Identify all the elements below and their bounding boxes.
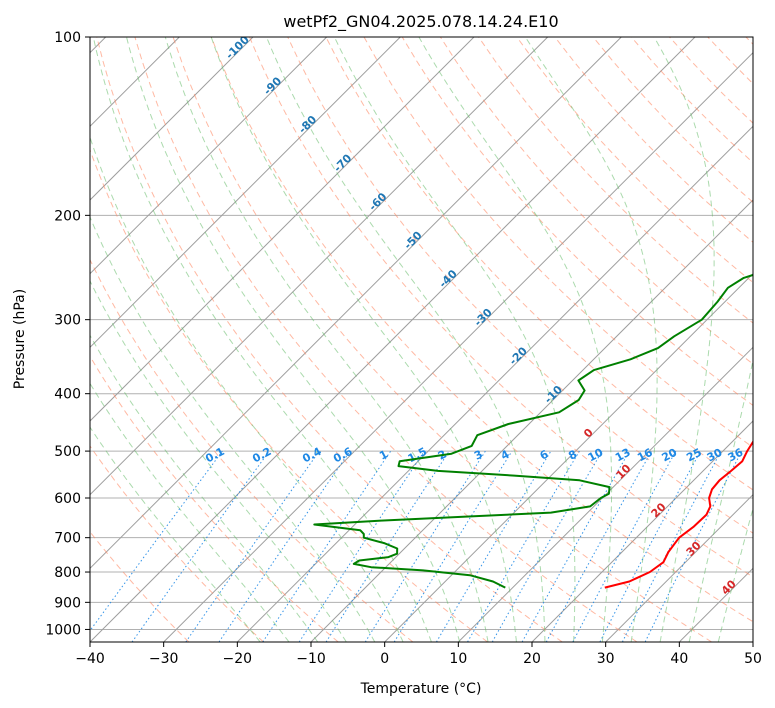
moist-adiabat-line [333,37,576,642]
mixing-ratio-line [393,450,513,642]
x-tick-label: 50 [744,651,762,667]
mixing-ratio-label: 30 [705,446,725,465]
isotherm-line [90,37,475,422]
isotherm-line [457,346,753,642]
y-tick-label: 500 [54,444,81,460]
x-tick-label: 10 [449,651,467,667]
isotherm-line [90,37,696,642]
y-tick-label: 100 [54,30,81,46]
x-tick-label: −40 [75,651,105,667]
mixing-ratio-line [298,450,425,642]
y-tick-label: 1000 [45,622,81,638]
mixing-ratio-line [325,450,450,642]
isotherm-line [531,420,753,642]
y-tick-label: 200 [54,208,81,224]
mixing-ratio-line [185,450,320,642]
mixing-ratio-line [545,450,653,642]
isotherm-line [310,199,753,642]
moist-adiabat-line [90,334,319,642]
dry-adiabat-line [516,37,753,284]
moist-adiabat-line [90,215,376,642]
isotherm-line [90,37,549,496]
dewpoint-profile [313,273,753,589]
dry-adiabat-line [210,37,753,623]
isotherm-line [90,37,622,570]
mixing-ratio-line [262,450,392,642]
moist-adiabat-line [92,37,432,642]
isotherm-line [90,37,254,201]
moist-adiabat-line [418,37,613,642]
x-tick-label: 40 [670,651,688,667]
isotherm-line [605,493,753,642]
x-tick-label: 30 [597,651,615,667]
dry-adiabat-line [90,445,264,642]
mixing-ratio-line [131,450,270,642]
mixing-ratio-line [644,450,743,642]
dry-adiabat-line [325,37,753,491]
isotherm-line [236,125,753,642]
moist-adiabat-line [126,37,461,642]
mixing-ratio-line [572,450,677,642]
plot-frame [89,36,754,643]
dry-adiabat-line [249,37,753,578]
dry-adiabat-line [96,37,563,642]
moist-adiabat-line [210,37,517,642]
dry-adiabat-line [90,258,414,642]
moist-adiabat-line [266,37,546,642]
moist-adiabat-line [524,37,658,642]
moist-adiabat-line [717,506,753,642]
x-axis-label: Temperature (°C) [360,681,482,697]
x-tick-label: 0 [380,651,389,667]
dry-adiabat-line [287,37,753,534]
x-tick-label: −20 [223,651,253,667]
mixing-ratio-label: 20 [660,446,680,465]
mixing-ratio-line [521,450,630,642]
y-tick-label: 400 [54,387,81,403]
moist-adiabat-line [653,37,715,642]
mixing-ratio-line [90,450,223,632]
moist-adiabat-line [90,426,261,642]
isotherm-line [90,37,328,275]
chart-title: wetPf2_GN04.2025.078.14.24.E10 [283,12,558,32]
y-tick-label: 300 [54,313,81,329]
mixing-ratio-line [218,450,351,642]
y-tick-label: 700 [54,531,81,547]
y-axis-label: Pressure (hPa) [12,289,28,389]
moist-adiabat-line [688,358,753,642]
isotherm-line [163,51,753,642]
moist-adiabat-line [90,382,290,642]
mixing-ratio-label: 10 [586,446,606,465]
dry-adiabat-line [134,37,638,642]
isotherm-line [384,272,753,642]
y-tick-label: 800 [54,565,81,581]
temperature-profile [604,439,753,589]
x-tick-label: 20 [523,651,541,667]
moist-adiabat-line [164,37,489,642]
axis-ticks: −40 −30 −20 −10 0 10 20 30 40 50 100 200 300 400 500 60… [45,30,762,667]
x-tick-label: −30 [149,651,179,667]
mixing-ratio-label: 25 [684,446,704,465]
moist-adiabat-line [90,135,404,642]
dry-adiabat-line [90,355,339,642]
dry-adiabat-line [172,37,712,642]
x-tick-label: −10 [296,651,326,667]
mixing-ratio-label: 36 [726,446,746,465]
mixing-ratio-label: 13 [613,446,633,465]
y-tick-label: 900 [54,595,81,611]
y-tick-label: 600 [54,491,81,507]
mixing-ratio-label: 16 [635,446,655,465]
